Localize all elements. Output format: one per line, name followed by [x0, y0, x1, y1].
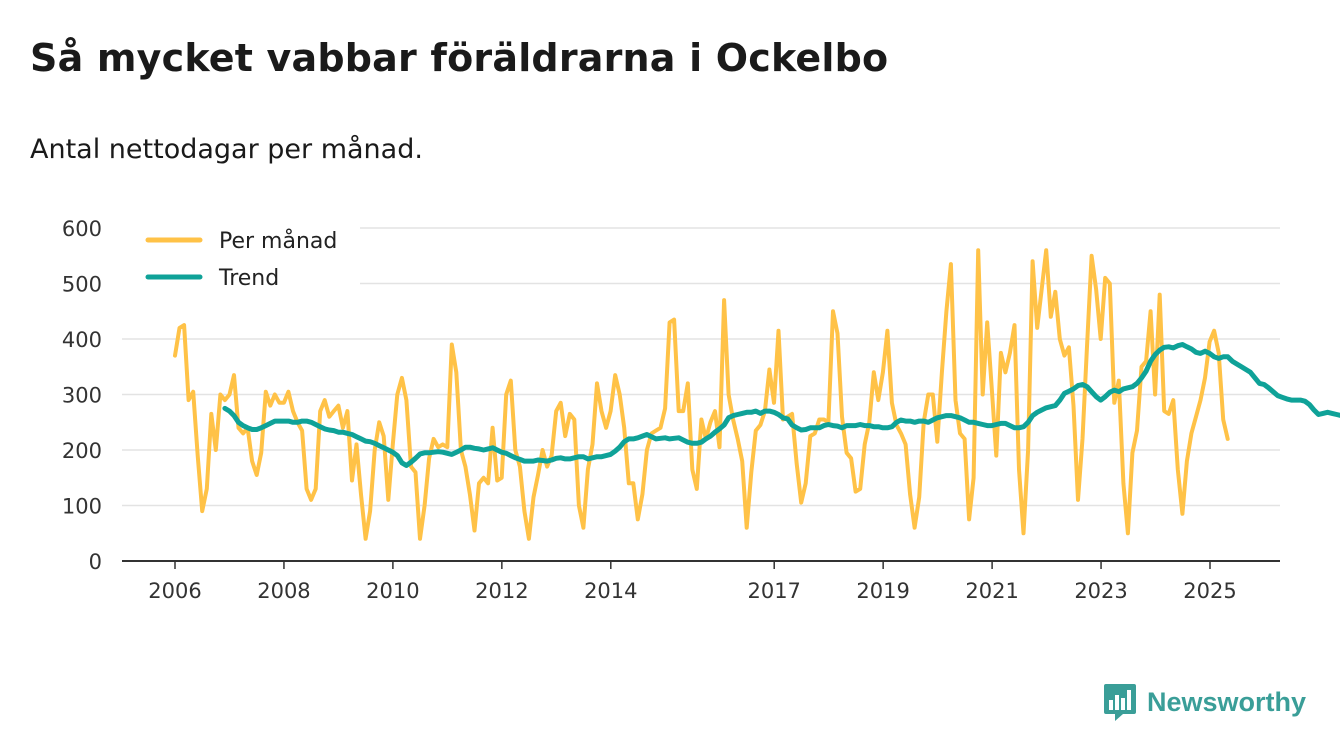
series-line-trend — [222, 342, 1340, 468]
legend: Per månad Trend — [120, 220, 360, 292]
y-tick-label: 200 — [62, 439, 102, 463]
x-tick-label: 2006 — [148, 579, 201, 603]
chart-title: Så mycket vabbar föräldrarna i Ockelbo — [30, 36, 889, 80]
x-tick-label: 2023 — [1074, 579, 1127, 603]
newsworthy-logo[interactable]: Newsworthy — [1103, 682, 1306, 722]
series-line-per-manad — [173, 248, 1230, 541]
x-tick-label: 2019 — [856, 579, 909, 603]
chart-subtitle: Antal nettodagar per månad. — [30, 134, 423, 165]
y-tick-label: 400 — [62, 328, 102, 352]
x-tick-label: 2010 — [366, 579, 419, 603]
brand-name: Newsworthy — [1147, 686, 1307, 717]
x-axis-ticks: 2006 2008 2010 2012 2014 2017 2019 2021 2023 2025 — [148, 561, 1237, 603]
x-tick-label: 2014 — [584, 579, 637, 603]
x-tick-label: 2021 — [965, 579, 1018, 603]
bar-chart-icon — [1104, 684, 1136, 721]
legend-label-monthly: Per månad — [219, 228, 337, 254]
legend-label-trend: Trend — [218, 266, 279, 291]
x-tick-label: 2008 — [257, 579, 310, 603]
y-tick-label: 0 — [89, 550, 102, 574]
y-tick-label: 500 — [62, 273, 102, 297]
y-axis-ticks: 0 100 200 300 400 500 600 — [62, 217, 102, 574]
x-tick-label: 2025 — [1183, 579, 1236, 603]
y-tick-label: 600 — [62, 217, 102, 241]
x-tick-label: 2017 — [747, 579, 800, 603]
y-tick-label: 300 — [62, 384, 102, 408]
x-tick-label: 2012 — [475, 579, 528, 603]
series-lines — [173, 248, 1340, 541]
y-tick-label: 100 — [62, 495, 102, 519]
